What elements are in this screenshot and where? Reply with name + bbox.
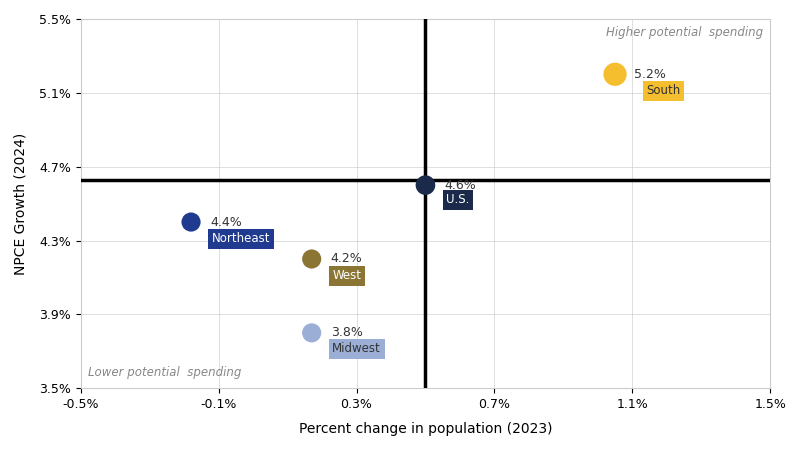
Text: Lower potential  spending: Lower potential spending	[88, 366, 241, 379]
Point	[185, 218, 198, 225]
Point	[306, 329, 318, 337]
Text: Midwest: Midwest	[332, 342, 381, 355]
Text: West: West	[332, 269, 362, 282]
Text: 5.2%: 5.2%	[634, 68, 666, 81]
Text: Northeast: Northeast	[212, 232, 270, 245]
Text: U.S.: U.S.	[446, 194, 470, 207]
Text: 3.8%: 3.8%	[330, 326, 362, 339]
Text: 4.4%: 4.4%	[210, 216, 242, 229]
Text: 4.6%: 4.6%	[445, 179, 476, 192]
Point	[419, 181, 432, 189]
Text: Higher potential  spending: Higher potential spending	[606, 26, 763, 39]
X-axis label: Percent change in population (2023): Percent change in population (2023)	[298, 422, 552, 436]
Text: 4.2%: 4.2%	[330, 252, 362, 266]
Y-axis label: NPCE Growth (2024): NPCE Growth (2024)	[14, 132, 28, 274]
Point	[609, 71, 622, 78]
Point	[306, 256, 318, 263]
Text: South: South	[646, 85, 680, 97]
